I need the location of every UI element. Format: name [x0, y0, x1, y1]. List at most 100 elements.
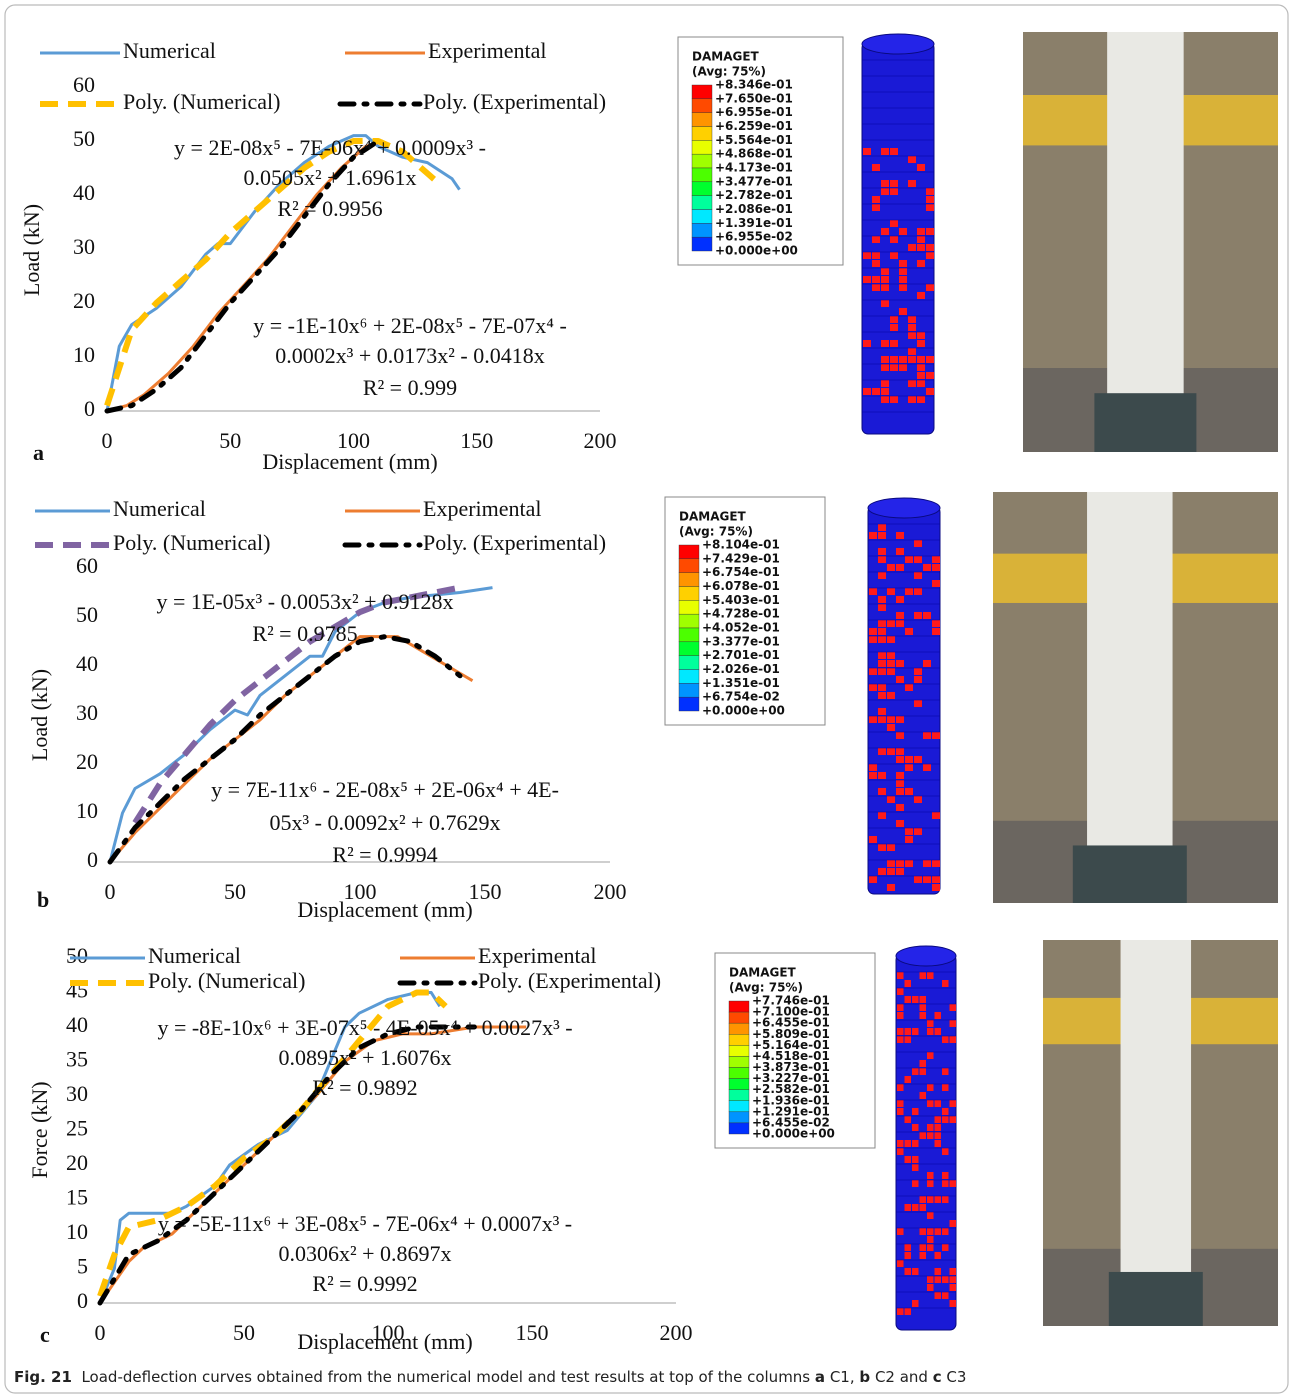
damage-cell	[912, 1156, 919, 1163]
color-band	[728, 1078, 750, 1090]
damage-cell	[899, 356, 907, 363]
damage-cell	[912, 1204, 919, 1211]
damage-cell	[899, 228, 907, 235]
x-tick-label: 200	[660, 1320, 693, 1345]
y-tick-label: 30	[66, 1081, 88, 1106]
trendline-equation: R² = 0.9956	[277, 196, 382, 221]
legend-value: +2.086e-01	[715, 202, 793, 216]
damage-cell	[881, 148, 889, 155]
legend-value: +6.259e-01	[715, 119, 793, 133]
damage-cell	[878, 628, 886, 635]
x-axis-label: Displacement (mm)	[297, 1329, 472, 1354]
damage-cell	[881, 276, 889, 283]
legend-value: +2.782e-01	[715, 188, 793, 202]
damage-cell	[927, 1172, 934, 1179]
y-axis-label: Force (kN)	[27, 1081, 52, 1178]
damage-cell	[863, 148, 871, 155]
damage-cell	[934, 1268, 941, 1275]
damage-cell	[912, 1124, 919, 1131]
damage-cell	[932, 628, 940, 635]
damage-cell	[912, 996, 919, 1003]
legend-value: +6.955e-02	[715, 230, 793, 244]
damage-cell	[927, 1132, 934, 1139]
color-band	[728, 1122, 750, 1135]
damage-cell	[942, 1228, 949, 1235]
damage-cell	[926, 196, 934, 203]
x-tick-label: 50	[219, 428, 241, 453]
damage-cell	[890, 356, 898, 363]
y-tick-label: 30	[73, 234, 95, 259]
trendline-equation: y = 2E-08x⁵ - 7E-06x⁴ + 0.0009x³ -	[174, 135, 486, 160]
damage-cell	[872, 388, 880, 395]
damage-cell	[934, 1012, 941, 1019]
damage-cell	[908, 316, 916, 323]
photo-base	[1094, 393, 1197, 452]
damage-cell	[881, 300, 889, 307]
damage-cell	[914, 756, 922, 763]
damage-cell	[869, 764, 877, 771]
legend-value: +5.164e-01	[752, 1038, 830, 1052]
damage-cell	[949, 1180, 956, 1187]
damage-cell	[919, 1196, 926, 1203]
damage-cell	[905, 828, 913, 835]
legend-value: +8.104e-01	[702, 538, 780, 552]
damage-cell	[896, 612, 904, 619]
trendline-equation: R² = 0.9892	[312, 1075, 417, 1100]
damage-cell	[897, 1228, 904, 1235]
damage-cell	[934, 1228, 941, 1235]
color-band	[678, 683, 700, 698]
damage-cell	[896, 676, 904, 683]
damage-cell	[881, 284, 889, 291]
legend-value: +8.346e-01	[715, 78, 793, 92]
legend-value: +0.000e+00	[715, 244, 798, 258]
damage-cell	[896, 548, 904, 555]
damage-cell	[881, 340, 889, 347]
damage-cell	[932, 620, 940, 627]
damage-cell	[890, 252, 898, 259]
damage-cell	[923, 660, 931, 667]
y-tick-label: 25	[66, 1116, 88, 1141]
damage-cell	[917, 396, 925, 403]
damage-cell	[869, 772, 877, 779]
y-tick-label: 0	[77, 1288, 88, 1313]
legend-label: Poly. (Experimental)	[423, 89, 606, 114]
damage-cell	[927, 1228, 934, 1235]
damage-cell	[949, 1100, 956, 1107]
legend-value: +4.868e-01	[715, 147, 793, 161]
x-tick-label: 100	[372, 1320, 405, 1345]
legend-title: DAMAGET	[729, 966, 797, 980]
x-axis-label: Displacement (mm)	[262, 449, 437, 474]
damage-cell	[904, 980, 911, 987]
legend-value: +4.728e-01	[702, 607, 780, 621]
caption-panel: c	[932, 1368, 942, 1386]
legend-value: +5.403e-01	[702, 593, 780, 607]
legend-label: Numerical	[113, 496, 206, 521]
damage-cell	[896, 660, 904, 667]
x-tick-label: 150	[469, 879, 502, 904]
series-line	[104, 138, 442, 407]
damage-cell	[917, 356, 925, 363]
trendline-equation: R² = 0.9994	[332, 842, 437, 867]
damage-cell	[927, 1100, 934, 1107]
photo-base	[1072, 845, 1187, 903]
y-tick-label: 10	[76, 798, 98, 823]
damage-cell	[908, 380, 916, 387]
damage-cell	[878, 708, 886, 715]
damage-cell	[897, 1108, 904, 1115]
color-band	[691, 236, 713, 252]
damage-cell	[927, 1020, 934, 1027]
color-band	[678, 655, 700, 670]
damage-cell	[899, 268, 907, 275]
damage-cell	[878, 844, 886, 851]
damage-cell	[896, 748, 904, 755]
damage-cell	[887, 668, 895, 675]
damage-cell	[927, 1244, 934, 1251]
damage-cell	[878, 652, 886, 659]
damage-cell	[904, 1140, 911, 1147]
damage-cell	[878, 748, 886, 755]
damage-cell	[934, 1140, 941, 1147]
damage-cell	[904, 996, 911, 1003]
damage-cell	[908, 348, 916, 355]
legend-value: +1.351e-01	[702, 676, 780, 690]
